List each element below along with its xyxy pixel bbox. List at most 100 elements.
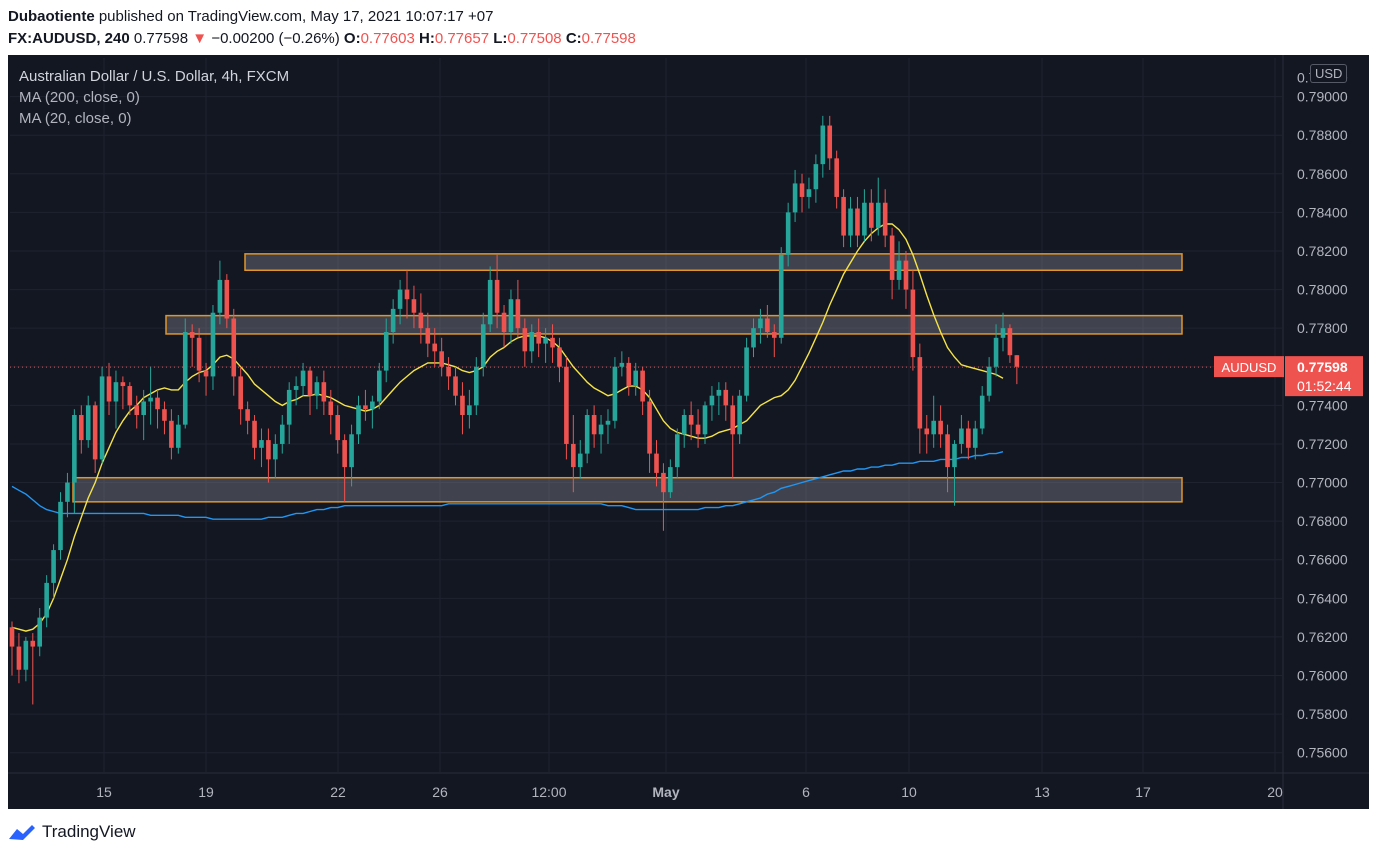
candle-body	[862, 202, 867, 236]
tradingview-logo[interactable]: TradingView	[8, 822, 136, 842]
candle-body	[612, 366, 618, 421]
y-tick-label: 0.78000	[1297, 282, 1348, 298]
candle-body	[952, 443, 957, 468]
candle-body	[390, 308, 396, 333]
y-tick-label: 0.75600	[1297, 745, 1348, 761]
candle-body	[855, 208, 860, 236]
candle-body	[633, 370, 638, 387]
candle-body	[363, 405, 368, 410]
footer-brand: TradingView	[42, 822, 136, 841]
candle-body	[529, 332, 535, 352]
high-label: H:	[419, 30, 435, 47]
price-tag-bg	[1285, 356, 1363, 397]
candle-body	[577, 453, 583, 468]
x-tick-label: 26	[432, 784, 448, 800]
y-tick-label: 0.78800	[1297, 127, 1348, 143]
candle-body	[681, 415, 687, 435]
legend-ma20[interactable]: MA (20, close, 0)	[19, 110, 132, 127]
x-tick-label: 13	[1034, 784, 1050, 800]
candle-body	[155, 397, 160, 410]
ma200-path	[11, 451, 1004, 520]
candle-body	[356, 405, 361, 435]
price-tag: AUDUSD 0.77598 01:52:44	[1214, 356, 1363, 397]
candle-body	[494, 279, 500, 313]
x-tick-label: 10	[901, 784, 917, 800]
x-tick-label: 20	[1267, 784, 1283, 800]
time-axis: 15 19 22 26 12:00 May 6 10 13 17 20	[96, 784, 1283, 800]
legend-ma200[interactable]: MA (200, close, 0)	[19, 89, 140, 106]
candle-body	[931, 420, 936, 435]
candle-body	[467, 405, 472, 415]
candle-body	[688, 415, 694, 425]
candle-body	[460, 395, 465, 415]
candle-body	[72, 415, 77, 483]
candle-body	[418, 312, 424, 329]
candle-body	[425, 328, 431, 344]
candle-body	[605, 420, 611, 425]
y-tick-label: 0.78200	[1297, 243, 1348, 259]
candle-body	[37, 617, 43, 647]
x-tick-label: May	[652, 784, 679, 800]
candle-body	[972, 428, 978, 448]
candle-body	[314, 382, 320, 396]
sr-zone	[244, 253, 1183, 272]
x-tick-label: 19	[198, 784, 214, 800]
candle-body	[141, 401, 146, 415]
grid	[8, 55, 1369, 809]
close-value: 0.77598	[581, 30, 636, 47]
legend-title[interactable]: Australian Dollar / U.S. Dollar, 4h, FXC…	[19, 68, 290, 85]
candle-body	[404, 289, 410, 300]
currency-button[interactable]: USD	[1310, 64, 1348, 83]
candle-body	[661, 472, 666, 493]
y-tick-label: 0.77400	[1297, 397, 1348, 413]
candle-body	[16, 646, 22, 670]
candle-body	[231, 318, 237, 377]
candle-body	[917, 357, 923, 429]
publisher-name[interactable]: Dubaotiente	[8, 8, 95, 25]
candle-body	[58, 501, 63, 551]
candle-body	[986, 366, 992, 396]
candle-body	[196, 337, 202, 371]
candle-body	[827, 125, 833, 159]
candle-body	[785, 212, 791, 255]
sr-zone	[72, 476, 1183, 503]
candle-body	[217, 279, 223, 313]
candle-body	[293, 386, 299, 390]
candle-body	[806, 189, 812, 197]
candle-body	[224, 279, 230, 319]
candle-body	[273, 443, 278, 460]
candle-body	[501, 312, 507, 333]
candle-body	[321, 382, 327, 402]
candle-body	[543, 337, 548, 344]
candle-body	[848, 208, 853, 236]
candle-body	[397, 289, 403, 309]
candles	[9, 115, 1020, 705]
candle-body	[349, 434, 354, 468]
candle-body	[342, 440, 347, 468]
candle-body	[23, 640, 29, 670]
candle-body	[778, 254, 784, 338]
tradingview-icon	[9, 825, 35, 840]
chart-panel[interactable]	[8, 55, 1369, 809]
candle-body	[245, 409, 250, 421]
candle-body	[889, 235, 895, 280]
candle-body	[737, 395, 742, 435]
price-tag-value: 0.77598	[1297, 359, 1348, 375]
candle-body	[896, 260, 902, 280]
candle-body	[792, 183, 798, 213]
low-label: L:	[493, 30, 508, 47]
down-arrow-icon: ▼	[192, 30, 208, 47]
y-tick-label: 0.76400	[1297, 590, 1348, 606]
sr-zones	[10, 253, 1282, 503]
candle-body	[536, 332, 541, 344]
candle-body	[882, 202, 888, 236]
candle-body	[307, 370, 313, 396]
candle-body	[238, 376, 243, 410]
candle-body	[598, 424, 604, 435]
candle-body	[841, 196, 846, 236]
ma20-path	[11, 223, 1004, 632]
candle-body	[813, 164, 819, 190]
candle-body	[1000, 328, 1006, 338]
candle-body	[584, 415, 590, 454]
